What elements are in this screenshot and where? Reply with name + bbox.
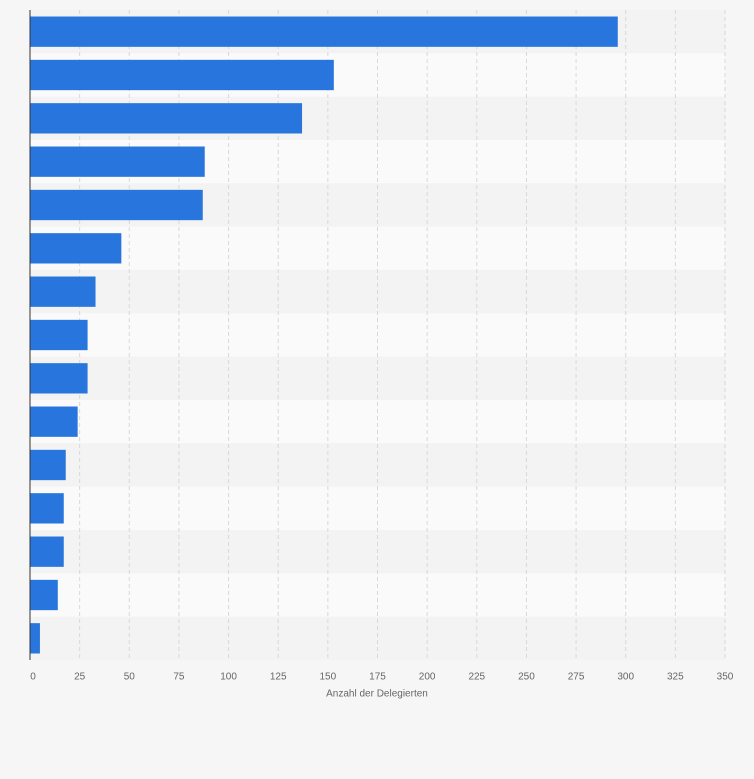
x-tick-label: 350	[717, 672, 734, 683]
bar	[30, 623, 40, 654]
x-tick-label: 150	[320, 672, 337, 683]
x-tick-label: 325	[667, 672, 684, 683]
bar	[30, 493, 64, 524]
x-tick-label: 250	[518, 672, 535, 683]
bar	[30, 276, 96, 307]
bar	[30, 319, 88, 351]
x-tick-label: 125	[270, 672, 287, 683]
bar	[30, 189, 203, 221]
x-tick-label: 0	[30, 672, 36, 683]
row-band	[30, 400, 725, 444]
x-tick-label: 25	[74, 672, 86, 683]
bar	[30, 59, 334, 91]
x-tick-label: 75	[173, 672, 185, 683]
row-band	[30, 616, 725, 660]
bar	[30, 363, 88, 394]
x-tick-label: 50	[124, 672, 136, 683]
bar	[30, 449, 66, 481]
bar	[30, 233, 122, 264]
bar	[30, 406, 78, 437]
x-tick-label: 200	[419, 672, 436, 683]
bar	[30, 16, 618, 47]
bar	[30, 103, 303, 134]
x-axis-label: Anzahl der Delegierten	[326, 689, 428, 700]
bar	[30, 579, 58, 611]
x-tick-label: 225	[468, 672, 485, 683]
x-tick-label: 275	[568, 672, 585, 683]
x-tick-label: 300	[617, 672, 634, 683]
x-tick-label: 100	[220, 672, 237, 683]
bar	[30, 146, 205, 177]
x-tick-label: 175	[369, 672, 386, 683]
bar	[30, 536, 64, 567]
